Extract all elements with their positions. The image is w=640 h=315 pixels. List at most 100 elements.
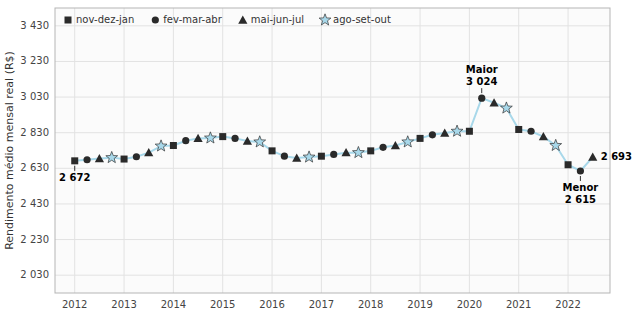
point-marker: [281, 153, 288, 160]
grid-line-y: [55, 275, 610, 276]
legend-marker: [238, 15, 247, 23]
x-tick-label: 2015: [210, 299, 235, 310]
point-marker: [550, 139, 562, 150]
point-marker: [318, 153, 325, 160]
point-marker: [254, 136, 266, 147]
legend-label: fev-mar-abr: [163, 14, 222, 25]
point-marker: [429, 131, 436, 138]
legend-item: nov-dez-jan: [65, 14, 135, 25]
point-marker: [466, 128, 473, 135]
annotation: 2 615: [565, 194, 596, 205]
point-marker: [193, 134, 202, 142]
grid-line-y: [55, 168, 610, 169]
legend-item: ago-set-out: [319, 14, 391, 25]
axes: 2 0302 2302 4302 6302 8303 0303 2303 430…: [3, 20, 581, 310]
grid-line-x: [173, 8, 174, 293]
annotation: 2 672: [59, 172, 90, 183]
point-marker: [330, 151, 337, 158]
x-tick-label: 2021: [506, 299, 531, 310]
point-marker: [341, 148, 350, 156]
series-markers: [71, 126, 571, 168]
annotation: Maior: [466, 64, 498, 75]
point-marker: [478, 95, 485, 102]
grid: [55, 8, 610, 293]
point-marker: [588, 152, 597, 160]
grid-line-x: [469, 8, 470, 293]
series-line: [75, 98, 593, 171]
annotation: Menor: [563, 182, 599, 193]
point-marker: [539, 132, 548, 140]
grid-line-y: [55, 203, 610, 204]
legend: nov-dez-jan fev-mar-abr mai-jun-jul ago-set…: [65, 14, 391, 25]
point-marker: [292, 153, 301, 161]
y-axis-label: Rendimento médio mensal real (R$): [3, 51, 16, 250]
point-marker: [95, 154, 104, 162]
point-marker: [527, 128, 534, 135]
x-tick-label: 2022: [555, 299, 580, 310]
grid-line-y: [55, 132, 610, 133]
series-markers: [106, 102, 562, 163]
annotation: 2 693: [601, 151, 632, 162]
y-tick-label: 2 830: [20, 127, 49, 138]
annotation-leader: [580, 176, 581, 181]
annotation-leader: [74, 166, 75, 171]
plot-frame: [55, 8, 610, 293]
point-marker: [501, 102, 513, 113]
point-marker: [219, 133, 226, 140]
x-tick-label: 2020: [457, 299, 482, 310]
point-marker: [269, 147, 276, 154]
x-tick-label: 2017: [309, 299, 334, 310]
plot-area: [55, 8, 610, 293]
grid-line-y: [55, 61, 610, 62]
point-marker: [121, 156, 128, 163]
x-tick-label: 2012: [62, 299, 87, 310]
annotations: 2 672Maior3 024Menor2 6152 693: [59, 64, 632, 205]
point-marker: [440, 128, 449, 136]
grid-line-x: [222, 8, 223, 293]
series-markers: [95, 98, 598, 162]
x-tick-label: 2016: [259, 299, 284, 310]
x-tick-label: 2014: [161, 299, 186, 310]
legend-label: ago-set-out: [333, 14, 391, 25]
y-tick-label: 3 230: [20, 55, 49, 66]
point-marker: [71, 157, 78, 164]
point-marker: [565, 161, 572, 168]
y-tick-label: 2 230: [20, 234, 49, 245]
annotation-leader: [481, 88, 482, 93]
legend-label: nov-dez-jan: [76, 14, 134, 25]
grid-line-x: [420, 8, 421, 293]
legend-marker: [152, 16, 159, 23]
point-marker: [367, 147, 374, 154]
y-tick-label: 3 430: [20, 20, 49, 31]
data: [71, 95, 597, 175]
point-marker: [205, 132, 217, 143]
x-tick-label: 2018: [358, 299, 383, 310]
point-marker: [231, 135, 238, 142]
legend-item: fev-mar-abr: [152, 14, 223, 25]
y-tick-label: 2 430: [20, 198, 49, 209]
point-marker: [353, 146, 365, 157]
y-tick-label: 2 630: [20, 162, 49, 173]
point-marker: [379, 144, 386, 151]
grid-line-y: [55, 97, 610, 98]
legend-marker: [319, 14, 331, 25]
point-marker: [170, 142, 177, 149]
grid-line-x: [124, 8, 125, 293]
point-marker: [303, 151, 315, 162]
chart: 2 0302 2302 4302 6302 8303 0303 2303 430…: [0, 0, 640, 315]
legend-label: mai-jun-jul: [251, 14, 304, 25]
point-marker: [391, 141, 400, 149]
point-marker: [106, 151, 118, 162]
grid-line-x: [518, 8, 519, 293]
y-tick-label: 3 030: [20, 91, 49, 102]
point-marker: [83, 156, 90, 163]
point-marker: [182, 137, 189, 144]
grid-line-y: [55, 25, 610, 26]
legend-marker: [65, 17, 72, 24]
x-tick-label: 2019: [407, 299, 432, 310]
grid-line-y: [55, 239, 610, 240]
point-marker: [402, 136, 414, 147]
point-marker: [515, 126, 522, 133]
point-marker: [489, 98, 498, 106]
series-markers: [83, 95, 584, 175]
